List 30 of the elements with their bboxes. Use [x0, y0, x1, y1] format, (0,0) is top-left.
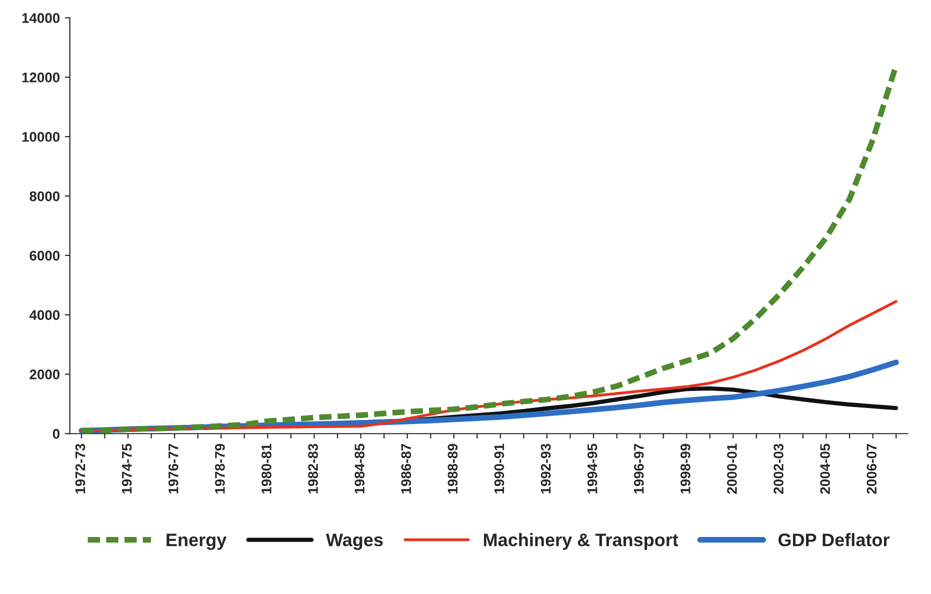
y-tick-label: 14000 — [22, 13, 60, 23]
x-tick-label: 1990-91 — [494, 444, 504, 494]
x-tick-label: 1982-83 — [308, 444, 318, 494]
x-tick-label: 1974-75 — [122, 444, 132, 494]
x-tick-label: 2000-01 — [727, 444, 737, 494]
y-tick-label: 2000 — [30, 370, 60, 380]
x-tick-label: 1972-73 — [75, 444, 86, 494]
x-tick-label: 2004-05 — [820, 444, 830, 494]
legend-label: Wages — [326, 534, 383, 550]
x-tick-label: 1984-85 — [354, 444, 364, 494]
legend-label: Machinery & Transport — [484, 533, 678, 550]
x-tick-label: 1992-93 — [540, 444, 551, 494]
x-tick-label: 1994-95 — [587, 444, 598, 494]
x-tick-label: 2006-07 — [866, 444, 877, 494]
x-tick-label: 1988-89 — [448, 444, 458, 494]
y-tick-label: 4000 — [29, 310, 60, 320]
y-tick-label: 8000 — [30, 191, 60, 202]
x-tick-label: 1980-81 — [262, 444, 272, 494]
y-tick-label: 0 — [52, 428, 60, 439]
legend-label: Energy — [166, 534, 227, 550]
x-tick-label: 1998-99 — [680, 444, 690, 494]
x-tick-label: 1978-79 — [215, 444, 225, 494]
y-tick-label: 12000 — [22, 72, 60, 82]
x-tick-label: 1986-87 — [401, 444, 412, 494]
y-tick-label: 6000 — [30, 250, 60, 261]
x-tick-label: 1996-97 — [634, 444, 644, 494]
x-tick-label: 1976-77 — [168, 444, 178, 494]
legend-label: GDP Deflator — [778, 533, 890, 546]
y-tick-label: 10000 — [22, 132, 60, 142]
x-tick-label: 2002-03 — [774, 444, 784, 494]
